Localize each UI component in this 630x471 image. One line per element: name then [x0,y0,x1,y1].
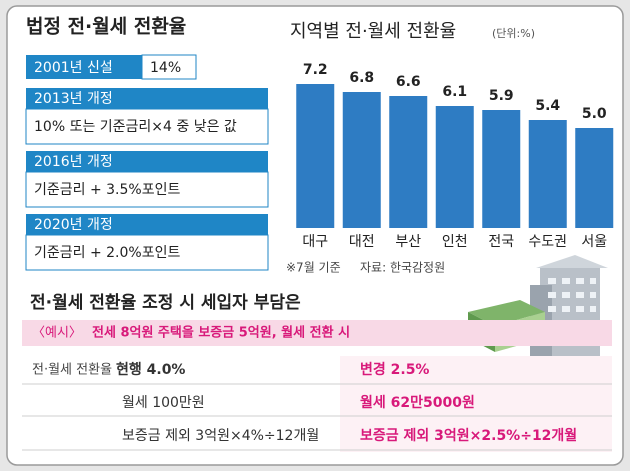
bar [342,92,381,228]
box-header [26,151,268,172]
value-label: 6.8 [349,70,374,86]
new-cell: 변경 2.5% [360,361,429,378]
left-title: 법정 전·월세 전환율 [26,16,186,38]
x-tick-label: 부산 [395,234,421,250]
box-text: 10% 또는 기준금리×4 중 낮은 값 [34,119,237,135]
value-label: 6.6 [396,74,421,90]
bar [482,110,521,228]
box-label: 2013년 개정 [34,91,113,107]
x-tick-label: 대구 [302,234,328,250]
x-tick-label: 전국 [488,234,514,250]
new-cell: 보증금 제외 3억원×2.5%÷12개월 [360,427,577,444]
x-tick-label: 서울 [581,234,607,250]
box-header [26,214,268,235]
bar [389,96,428,228]
box-body [141,54,197,80]
box-text: 14% [150,60,181,76]
chart-title: 지역별 전·월세 전환율 [290,21,456,42]
bar [296,84,335,228]
box-header [26,55,142,79]
chart-note: ※7월 기준 [286,261,341,275]
value-label: 6.1 [442,84,467,100]
roof [536,255,608,268]
bar [528,120,567,228]
windows [548,278,596,312]
bar [575,128,614,228]
x-tick-label: 대전 [349,234,375,250]
box-label: 2016년 개정 [34,154,113,170]
new-column-bg [340,356,612,452]
example-band [22,320,612,346]
x-tick-label: 인천 [442,234,468,250]
chart-unit: (단위:%) [492,27,535,40]
box-text: 기준금리 + 3.5%포인트 [34,182,180,198]
box-body [25,171,269,208]
bar [435,106,474,228]
bottom-title: 전·월세 전환율 조정 시 세입자 부담은 [30,293,301,313]
current-cell: 월세 100만원 [122,395,205,411]
box-text: 기준금리 + 2.0%포인트 [34,245,180,261]
value-label: 7.2 [303,62,328,78]
example-text: 전세 8억원 주택을 보증금 5억원, 월세 전환 시 [92,325,350,341]
current-cell: 보증금 제외 3억원×4%÷12개월 [122,428,319,444]
example-label: 〈예시〉 [32,326,82,341]
money [468,300,545,326]
row-label: 전·월세 전환율 [32,363,112,378]
x-tick-label: 수도권 [528,234,567,250]
box-body [25,108,269,145]
box-header [26,88,268,109]
value-label: 5.4 [535,98,560,114]
value-label: 5.0 [582,106,607,122]
box-label: 2001년 신설 [34,60,113,76]
box-body [25,234,269,271]
chart-source: 자료: 한국감정원 [360,261,445,275]
new-cell: 월세 62만5000원 [360,394,475,411]
current-cell: 현행 4.0% [116,362,185,378]
box-label: 2020년 개정 [34,217,113,233]
value-label: 5.9 [489,88,514,104]
